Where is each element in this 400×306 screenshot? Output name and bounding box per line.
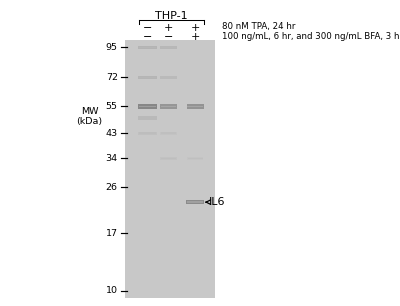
Text: 80 nM TPA, 24 hr: 80 nM TPA, 24 hr bbox=[222, 22, 296, 32]
Bar bbox=[138, 132, 157, 135]
Text: 17: 17 bbox=[106, 229, 118, 238]
Text: 10: 10 bbox=[106, 286, 118, 295]
Bar bbox=[139, 76, 156, 78]
Text: +: + bbox=[190, 32, 200, 42]
Text: 95: 95 bbox=[106, 43, 118, 52]
Text: +: + bbox=[164, 23, 173, 32]
Bar bbox=[187, 157, 204, 160]
Bar bbox=[161, 76, 176, 78]
Text: 43: 43 bbox=[106, 129, 118, 138]
Bar bbox=[161, 106, 176, 107]
Bar bbox=[160, 76, 176, 79]
Bar bbox=[186, 200, 204, 204]
Bar bbox=[160, 46, 176, 49]
Bar bbox=[125, 40, 214, 298]
Text: 26: 26 bbox=[106, 183, 118, 192]
Bar bbox=[139, 106, 156, 107]
Text: −: − bbox=[143, 32, 152, 42]
Bar bbox=[139, 118, 156, 119]
Text: +: + bbox=[190, 23, 200, 32]
Bar bbox=[187, 201, 203, 203]
Text: −: − bbox=[164, 32, 173, 42]
Bar bbox=[138, 104, 157, 109]
Bar bbox=[186, 104, 204, 109]
Text: 55: 55 bbox=[106, 102, 118, 111]
Bar bbox=[138, 117, 157, 120]
Bar bbox=[160, 104, 177, 109]
Bar bbox=[139, 132, 156, 133]
Text: 72: 72 bbox=[106, 73, 118, 82]
Text: −: − bbox=[143, 23, 152, 32]
Bar bbox=[161, 132, 176, 133]
Bar bbox=[160, 132, 176, 135]
Bar bbox=[188, 158, 202, 159]
Text: 34: 34 bbox=[106, 154, 118, 163]
Bar bbox=[161, 158, 176, 159]
Text: IL6: IL6 bbox=[209, 197, 226, 207]
Bar bbox=[160, 157, 176, 160]
Bar bbox=[139, 47, 156, 48]
Text: THP-1: THP-1 bbox=[155, 11, 188, 21]
Bar bbox=[161, 47, 176, 48]
Text: 100 ng/mL, 6 hr, and 300 ng/mL BFA, 3 hr: 100 ng/mL, 6 hr, and 300 ng/mL BFA, 3 hr bbox=[222, 32, 400, 41]
Bar bbox=[188, 106, 203, 107]
Bar bbox=[138, 76, 157, 79]
Text: MW
(kDa): MW (kDa) bbox=[76, 106, 102, 126]
Bar bbox=[138, 46, 157, 49]
